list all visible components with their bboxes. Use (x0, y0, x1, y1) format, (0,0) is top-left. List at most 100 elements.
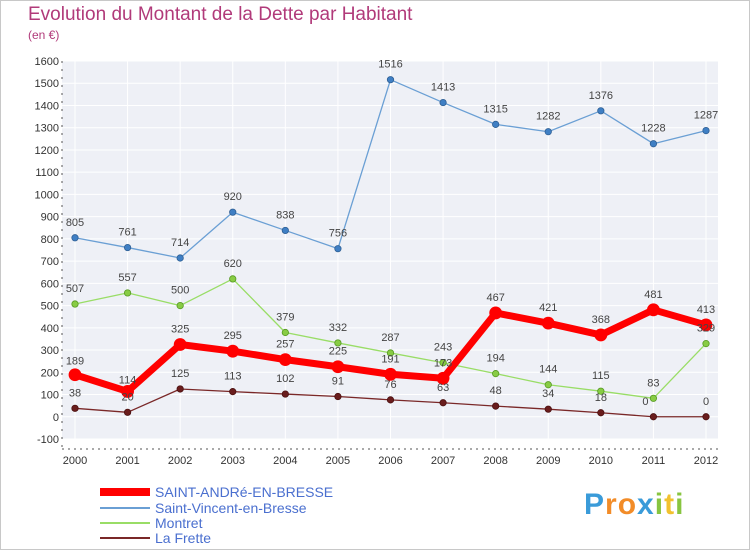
x-tick-label: 2009 (536, 455, 560, 467)
data-point-3 (71, 404, 79, 412)
data-label-3: 91 (332, 376, 344, 388)
data-label-2: 507 (66, 283, 84, 295)
data-point-3 (702, 413, 710, 421)
data-label-1: 714 (171, 237, 189, 249)
x-tick-label: 2001 (115, 455, 139, 467)
data-point-1 (492, 120, 500, 128)
data-label-2: 243 (434, 342, 452, 354)
data-label-1: 838 (276, 209, 294, 221)
data-label-2: 329 (697, 323, 715, 335)
data-label-0: 191 (381, 353, 399, 365)
data-label-3: 125 (171, 368, 189, 380)
data-point-0 (541, 316, 555, 330)
y-tick-label: 300 (41, 345, 59, 357)
data-label-2: 115 (592, 370, 610, 382)
data-point-0 (173, 338, 187, 351)
data-label-0: 257 (276, 339, 294, 351)
data-point-0 (436, 371, 450, 385)
logo-letter: P (584, 488, 606, 521)
x-tick-label: 2003 (221, 455, 245, 467)
data-point-3 (229, 388, 237, 396)
x-tick-label: 2010 (589, 455, 613, 467)
data-label-1: 805 (66, 217, 84, 229)
data-label-3: 0 (703, 396, 709, 408)
data-point-0 (699, 318, 713, 332)
data-point-2 (281, 328, 289, 337)
data-label-3: 102 (276, 373, 294, 385)
data-point-1 (123, 243, 132, 252)
x-tick-label: 2008 (483, 455, 507, 467)
data-label-1: 1228 (641, 123, 665, 135)
y-tick-label: 1400 (35, 100, 59, 112)
legend-label-saint-andre: SAINT-ANDRé-EN-BRESSE (155, 484, 334, 500)
data-label-3: 20 (121, 391, 133, 403)
data-label-1: 761 (118, 227, 136, 239)
logo-letter: r (605, 488, 618, 521)
data-point-1 (544, 128, 552, 136)
y-tick-label: 200 (41, 367, 59, 379)
data-point-3 (439, 399, 447, 407)
data-point-2 (71, 300, 79, 308)
data-point-2 (597, 387, 605, 395)
x-tick-label: 2012 (694, 455, 718, 467)
data-label-2: 500 (171, 285, 189, 297)
data-point-0 (594, 328, 608, 342)
data-label-1: 1413 (431, 82, 455, 94)
data-label-2: 144 (539, 364, 557, 376)
data-label-1: 1282 (536, 111, 560, 123)
data-point-2 (492, 370, 500, 378)
data-label-0: 368 (592, 314, 610, 326)
legend-label-montret: Montret (155, 515, 203, 531)
data-label-2: 83 (647, 377, 659, 389)
data-point-2 (386, 349, 395, 357)
x-tick-label: 2011 (642, 455, 666, 467)
data-label-1: 920 (224, 191, 242, 203)
data-label-0: 467 (486, 292, 504, 304)
data-label-2: 332 (329, 322, 347, 334)
y-tick-label: 1300 (35, 123, 59, 135)
data-point-2 (334, 339, 342, 347)
data-point-1 (439, 98, 447, 107)
data-label-0: 173 (434, 357, 452, 369)
data-label-3: 34 (542, 388, 554, 400)
logo-letter: x (637, 488, 655, 521)
data-point-3 (281, 390, 289, 398)
data-point-3 (334, 392, 342, 401)
data-label-1: 1315 (483, 103, 507, 115)
data-point-1 (176, 254, 184, 262)
data-point-3 (492, 402, 500, 410)
data-label-1: 1376 (589, 90, 613, 102)
data-point-3 (544, 405, 552, 413)
data-point-1 (71, 234, 79, 242)
data-label-0: 325 (171, 324, 189, 336)
data-point-1 (386, 76, 395, 84)
data-point-0 (121, 385, 134, 398)
data-point-3 (176, 385, 184, 393)
data-point-2 (229, 275, 237, 283)
logo-letter: t (664, 488, 676, 521)
logo-letter: i (654, 488, 665, 521)
data-label-3: 63 (437, 382, 449, 394)
data-label-0: 421 (539, 302, 557, 314)
data-point-3 (649, 413, 658, 421)
data-label-3: 0 (642, 396, 648, 408)
chart-title: Evolution du Montant de la Dette par Hab… (28, 4, 413, 25)
data-point-1 (229, 208, 237, 216)
x-tick-label: 2006 (378, 455, 402, 467)
y-tick-label: 1000 (35, 189, 59, 201)
y-tick-label: 900 (41, 212, 59, 224)
data-label-2: 287 (381, 332, 399, 344)
data-point-1 (702, 126, 710, 135)
legend-label-la-frette: La Frette (155, 530, 212, 546)
legend-label-saint-vincent: Saint-Vincent-en-Bresse (155, 500, 307, 516)
data-label-0: 114 (119, 374, 137, 386)
data-point-3 (597, 409, 605, 417)
data-label-0: 481 (644, 289, 662, 301)
data-point-1 (334, 245, 342, 253)
data-point-0 (489, 306, 503, 320)
y-tick-label: 0 (53, 412, 59, 424)
logo-letter: i (675, 488, 685, 521)
logo-letter: o (617, 488, 638, 521)
y-tick-label: 100 (41, 390, 59, 402)
